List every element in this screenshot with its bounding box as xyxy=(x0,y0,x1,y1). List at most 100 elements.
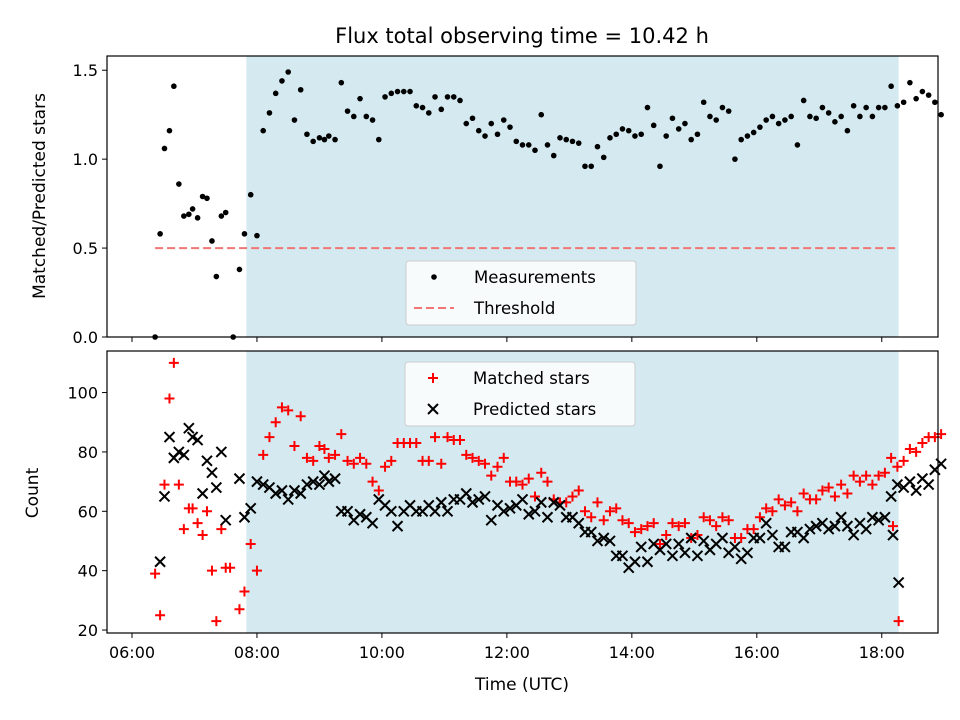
measurement-point xyxy=(357,95,363,102)
predicted-star-point xyxy=(829,520,841,532)
predicted-star-point xyxy=(847,529,860,541)
y-tick-label: 40 xyxy=(78,562,98,581)
measurement-point xyxy=(189,206,196,212)
predicted-star-point xyxy=(591,535,604,547)
measurement-point xyxy=(682,120,688,127)
measurement-point xyxy=(344,108,351,114)
legend-dot-marker xyxy=(431,274,437,280)
x-tick-label: 14:00 xyxy=(609,643,655,662)
measurement-point xyxy=(650,122,657,129)
predicted-star-point xyxy=(201,455,213,467)
measurement-point xyxy=(181,213,187,219)
matched-star-point xyxy=(258,449,269,460)
measurement-point xyxy=(266,110,273,116)
measurement-point xyxy=(763,117,769,123)
matched-star-point xyxy=(467,452,478,463)
x-tick-label: 12:00 xyxy=(484,643,530,662)
legend-label: Matched stars xyxy=(473,369,590,388)
x-tick-label: 18:00 xyxy=(859,643,905,662)
predicted-star-point xyxy=(872,514,885,526)
measurement-point xyxy=(744,133,751,139)
x-tick-label: 08:00 xyxy=(234,643,280,662)
predicted-star-point xyxy=(598,532,610,544)
predicted-star-point xyxy=(835,511,847,523)
bottom-panel: 20 40 60 80 100 06:00 08:00 10:00 12:00 14:00 16:0… xyxy=(67,350,947,662)
measurement-point xyxy=(782,117,788,123)
matched-star-point xyxy=(911,446,922,457)
matched-star-point xyxy=(480,458,491,469)
matched-star-point xyxy=(336,429,347,440)
matched-star-point xyxy=(848,470,859,481)
legend-plus-marker xyxy=(428,373,438,383)
series-matched-stars xyxy=(150,357,947,627)
predicted-star-point xyxy=(318,469,331,482)
measurement-point xyxy=(900,99,907,106)
matched-star-point xyxy=(873,470,884,481)
legend-label: Threshold xyxy=(473,299,555,318)
predicted-star-point xyxy=(220,514,232,526)
predicted-star-point xyxy=(479,490,491,503)
measurement-point xyxy=(688,136,694,143)
measurement-point xyxy=(775,120,782,127)
measurement-point xyxy=(425,110,432,116)
matched-star-point xyxy=(442,432,453,443)
measurement-point xyxy=(532,147,538,154)
measurement-point xyxy=(632,133,638,139)
measurement-point xyxy=(694,131,701,138)
matched-star-point xyxy=(192,518,203,529)
measurement-point xyxy=(222,209,229,216)
matched-star-point xyxy=(173,479,184,490)
measurement-point xyxy=(494,131,501,138)
matched-star-point xyxy=(486,470,497,481)
matched-star-point xyxy=(748,524,759,535)
matched-star-point xyxy=(892,461,903,472)
matched-star-point xyxy=(888,521,899,532)
predicted-star-point xyxy=(810,520,822,532)
measurement-point xyxy=(316,135,323,141)
measurement-point xyxy=(600,154,607,161)
matched-star-point xyxy=(817,485,828,496)
matched-star-point xyxy=(283,405,294,416)
measurement-point xyxy=(813,115,819,122)
matched-star-point xyxy=(879,467,890,478)
measurement-point xyxy=(297,86,304,93)
measurement-point xyxy=(625,127,632,134)
matched-star-point xyxy=(586,512,597,523)
measurement-point xyxy=(657,163,663,170)
matched-star-point xyxy=(629,527,640,538)
predicted-star-point xyxy=(892,576,905,589)
predicted-star-point xyxy=(691,550,704,562)
measurement-point xyxy=(875,104,882,111)
predicted-star-point xyxy=(866,511,879,523)
predicted-star-point xyxy=(716,532,729,544)
matched-star-point xyxy=(598,515,609,526)
matched-star-point xyxy=(579,506,590,517)
matched-star-point xyxy=(517,479,528,490)
measurement-point xyxy=(488,120,495,127)
matched-star-point xyxy=(323,452,334,463)
measurement-point xyxy=(669,115,676,122)
predicted-star-point xyxy=(429,505,441,518)
predicted-star-point xyxy=(196,487,209,500)
predicted-star-point xyxy=(385,505,397,518)
measurement-point xyxy=(166,127,173,134)
predicted-star-point xyxy=(233,472,246,485)
measurement-point xyxy=(444,94,451,100)
matched-star-point xyxy=(386,455,397,466)
measurement-point xyxy=(838,113,844,120)
measurement-point xyxy=(732,156,738,162)
axes-frame xyxy=(106,55,939,338)
predicted-star-point xyxy=(460,487,472,500)
measurement-point xyxy=(419,104,426,111)
predicted-star-point xyxy=(529,505,541,518)
measurement-point xyxy=(204,195,210,202)
matched-star-point xyxy=(698,512,709,523)
predicted-star-point xyxy=(604,535,616,547)
measurement-point xyxy=(513,138,520,145)
predicted-star-point xyxy=(804,523,816,535)
predicted-star-point xyxy=(523,508,535,520)
matched-star-point xyxy=(736,533,747,544)
chart-title: Flux total observing time = 10.42 h xyxy=(335,24,709,48)
predicted-star-point xyxy=(887,529,899,541)
matched-star-point xyxy=(529,491,540,502)
